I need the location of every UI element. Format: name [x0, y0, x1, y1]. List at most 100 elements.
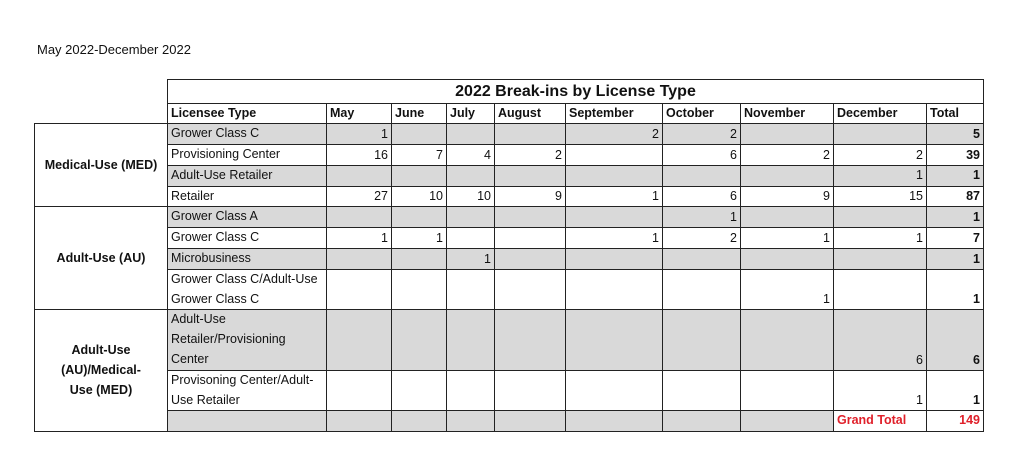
month-value [326, 369, 392, 412]
month-value: 10 [391, 185, 447, 208]
column-header: June [391, 102, 447, 125]
licensee-type: Adult-Use Retailer/Provisioning Center [167, 309, 327, 371]
month-value [662, 369, 741, 412]
column-header: December [833, 102, 927, 125]
month-value: 15 [833, 185, 927, 208]
month-value: 1 [565, 185, 663, 208]
month-value [391, 369, 447, 412]
table-row: Retailer 27 10 10 9 1 6 9 15 87 [35, 185, 984, 208]
month-value [740, 247, 834, 270]
month-value [662, 268, 741, 311]
row-total: 1 [926, 268, 984, 311]
month-value: 2 [740, 144, 834, 166]
grand-total-label: Grand Total [833, 410, 927, 432]
licensee-type: Provisoning Center/Adult-Use Retailer [167, 369, 327, 412]
month-value [446, 206, 495, 229]
month-value [391, 268, 447, 311]
licensee-type: Adult-Use Retailer [167, 164, 327, 187]
month-value: 1 [326, 123, 392, 145]
month-value: 9 [740, 185, 834, 208]
month-value: 2 [662, 123, 741, 145]
month-value [565, 369, 663, 412]
empty-corner [35, 104, 168, 124]
row-total: 7 [926, 227, 984, 249]
month-value: 4 [446, 144, 495, 166]
month-value [391, 206, 447, 229]
month-value: 10 [446, 185, 495, 208]
month-value: 7 [391, 144, 447, 166]
column-header: Total [926, 102, 984, 125]
licensee-type: Microbusiness [167, 247, 327, 270]
column-header: July [446, 102, 495, 125]
month-value [565, 206, 663, 229]
month-value: 1 [833, 369, 927, 412]
month-value: 27 [326, 185, 392, 208]
grand-total-row: Grand Total 149 [35, 410, 984, 432]
column-header: Licensee Type [167, 102, 327, 125]
column-header: September [565, 102, 663, 125]
table-row: Microbusiness 1 1 [35, 247, 984, 270]
empty-cell [494, 410, 566, 432]
month-value [326, 164, 392, 187]
month-value: 16 [326, 144, 392, 166]
month-value: 2 [494, 144, 566, 166]
month-value: 6 [662, 185, 741, 208]
month-value [662, 164, 741, 187]
licensee-type: Grower Class C/Adult-Use Grower Class C [167, 268, 327, 311]
row-total: 1 [926, 164, 984, 187]
month-value [446, 227, 495, 249]
month-value: 1 [740, 227, 834, 249]
row-total: 1 [926, 369, 984, 412]
month-value [494, 123, 566, 145]
row-total: 1 [926, 247, 984, 270]
row-total: 1 [926, 206, 984, 229]
month-value [494, 164, 566, 187]
licensee-type: Retailer [167, 185, 327, 208]
empty-cell [662, 410, 741, 432]
month-value [494, 369, 566, 412]
month-value [565, 164, 663, 187]
month-value [391, 309, 447, 371]
licensee-type: Provisioning Center [167, 144, 327, 166]
month-value [565, 309, 663, 371]
month-value [494, 309, 566, 371]
month-value [446, 268, 495, 311]
month-value [565, 144, 663, 166]
month-value: 2 [662, 227, 741, 249]
row-total: 6 [926, 309, 984, 371]
empty-cell [565, 410, 663, 432]
group-label: Adult-Use (AU)/Medical-Use (MED) [34, 309, 168, 432]
month-value [326, 309, 392, 371]
month-value: 6 [833, 309, 927, 371]
empty-cell [167, 410, 327, 432]
month-value [833, 123, 927, 145]
month-value [494, 268, 566, 311]
month-value [565, 247, 663, 270]
month-value: 1 [326, 227, 392, 249]
month-value: 1 [833, 227, 927, 249]
column-header: August [494, 102, 566, 125]
group-label: Medical-Use (MED) [34, 123, 168, 208]
month-value [662, 247, 741, 270]
month-value [494, 247, 566, 270]
month-value [326, 268, 392, 311]
empty-cell [740, 410, 834, 432]
group-label: Adult-Use (AU) [34, 206, 168, 311]
column-header: May [326, 102, 392, 125]
table-title: 2022 Break-ins by License Type [167, 79, 984, 104]
column-header: October [662, 102, 741, 125]
month-value [662, 309, 741, 371]
month-value [446, 164, 495, 187]
empty-corner [35, 80, 168, 104]
row-total: 5 [926, 123, 984, 145]
month-value: 1 [391, 227, 447, 249]
month-value: 2 [833, 144, 927, 166]
month-value [833, 206, 927, 229]
month-value [494, 227, 566, 249]
table-row: Adult-Use (AU)/Medical-Use (MED) Adult-Us… [34, 309, 984, 432]
month-value [446, 369, 495, 412]
empty-cell [446, 410, 495, 432]
